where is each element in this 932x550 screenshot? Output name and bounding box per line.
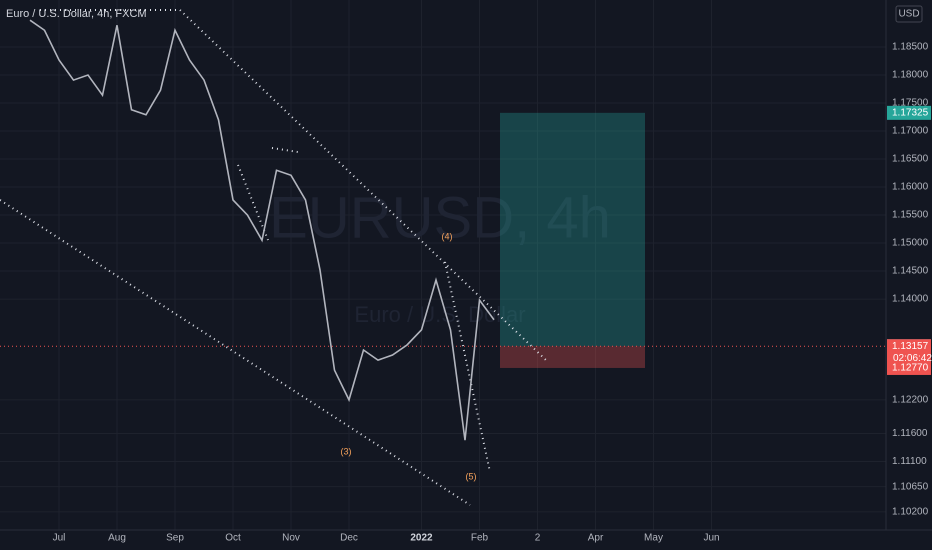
stop-zone (500, 346, 645, 368)
grid (0, 0, 886, 530)
x-tick-label: Apr (588, 533, 604, 544)
x-tick-label: Jul (53, 533, 66, 544)
x-tick-label: Dec (340, 533, 358, 544)
watermark: Euro / U.S. Dollar (354, 302, 525, 327)
watermark: EURUSD, 4h (269, 185, 611, 250)
price-tag-label: 1.12770 (892, 363, 929, 374)
wave-label: (3) (341, 446, 352, 456)
trendline (0, 199, 471, 506)
trendline (444, 261, 491, 473)
position-zones (0, 112, 886, 368)
x-tick-label: Sep (166, 533, 184, 544)
x-tick-label: May (644, 533, 663, 544)
price-tag (887, 105, 931, 120)
trendline (40, 9, 549, 363)
y-tick-label: 1.10200 (892, 507, 929, 518)
price-tag (887, 339, 931, 366)
x-tick-label: Nov (282, 533, 300, 544)
target-zone (500, 112, 645, 347)
chart-title: Euro / U.S. Dollar, 4h, FXCM (6, 8, 147, 20)
plot: (3) (4) (5) (29, 19, 495, 481)
y-tick-label: 1.14000 (892, 294, 929, 305)
trendline (237, 164, 269, 241)
price-axis (886, 0, 932, 550)
x-tick-label: 2 (535, 533, 541, 544)
price-tag-label: 1.17325 (892, 107, 929, 118)
x-tick-label: 2022 (410, 533, 433, 544)
y-tick-label: 1.10650 (892, 481, 929, 492)
price-tag-label: 1.13157 (892, 341, 929, 352)
y-tick-label: 1.18500 (892, 42, 929, 53)
y-tick-label: 1.11600 (892, 428, 928, 439)
price-tag (887, 360, 931, 375)
countdown: 02:06:42 (893, 353, 932, 364)
currency-button[interactable] (895, 5, 923, 23)
x-tick-label: Oct (225, 533, 241, 544)
y-tick-label: 1.11100 (892, 456, 927, 467)
x-tick-label: Feb (471, 533, 489, 544)
y-tick-label: 1.15000 (892, 238, 929, 249)
y-tick-label: 1.12200 (892, 395, 929, 406)
axis-labels: 1.18500 1.18000 1.17500 1.17000 1.16500 1.160… (53, 42, 932, 544)
y-tick-label: 1.17000 (892, 126, 929, 137)
y-tick-label: 1.17500 (892, 98, 929, 109)
y-tick-label: 1.14500 (892, 266, 929, 277)
x-tick-label: Jun (703, 533, 719, 544)
y-tick-label: 1.15500 (892, 210, 929, 221)
series-line (29, 19, 495, 441)
y-tick-label: 1.18000 (892, 70, 929, 81)
y-tick-label: 1.16000 (892, 182, 929, 193)
wave-label: (4) (442, 231, 453, 241)
x-tick-label: Aug (108, 533, 126, 544)
wave-label: (5) (466, 471, 477, 481)
currency[interactable]: USD (898, 9, 919, 20)
y-tick-label: 1.16500 (892, 154, 929, 165)
